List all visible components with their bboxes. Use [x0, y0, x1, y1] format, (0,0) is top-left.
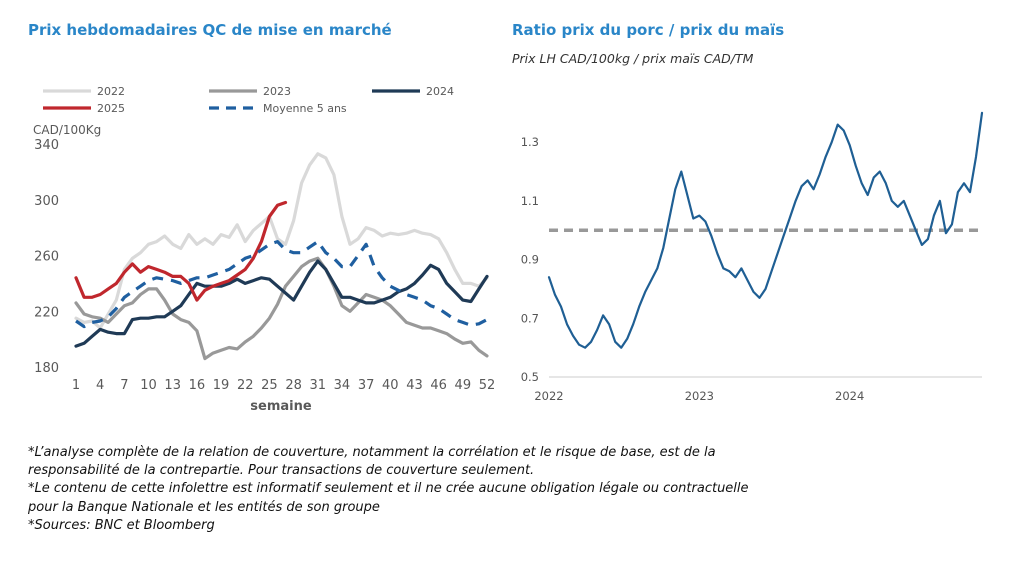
- x-tick-label: 37: [358, 378, 375, 393]
- series-line-moyenne-5-ans: [75, 240, 488, 329]
- left-chart-title: Prix hebdomadaires QC de mise en marché: [28, 21, 392, 39]
- series-line-2023: [74, 256, 489, 361]
- legend-label-2024: 2024: [426, 85, 454, 98]
- footnote-line: *Le contenu de cette infolettre est info…: [28, 481, 749, 497]
- x-axis-label: semaine: [250, 399, 312, 414]
- y-tick-label: 300: [34, 194, 59, 209]
- x-tick-label: 1: [72, 378, 80, 393]
- x-tick-label: 43: [406, 378, 423, 393]
- right-chart: 0.5 0.7 0.9 1.1 1.3 2022 2023 2024: [521, 111, 984, 403]
- legend-label-moyenne-5-ans: Moyenne 5 ans: [263, 102, 347, 115]
- x-tick-label: 46: [430, 378, 447, 393]
- y-tick-label: 1.3: [521, 135, 539, 149]
- series-line-2022: [74, 152, 489, 330]
- y-tick-label: 180: [34, 361, 59, 376]
- legend-label-2023: 2023: [263, 85, 291, 98]
- footnote-line: responsabilité de la contrepartie. Pour …: [28, 463, 535, 479]
- ratio-series-line: [547, 111, 984, 349]
- x-tick-label: 2022: [534, 389, 563, 403]
- x-tick-label: 2023: [685, 389, 714, 403]
- x-tick-label: 28: [285, 378, 302, 393]
- y-axis-label: CAD/100Kg: [33, 123, 101, 137]
- legend-label-2025: 2025: [97, 102, 125, 115]
- x-tick-label: 49: [455, 378, 472, 393]
- left-chart: 180 220 260 300 340 1 4 7 10 13 16 19 22 25 28 31 34 37 40…: [33, 85, 496, 414]
- x-tick-label: 25: [261, 378, 278, 393]
- x-tick-label: 34: [334, 378, 351, 393]
- footnote-line: *L’analyse complète de la relation de co…: [28, 445, 716, 460]
- series-line-2024: [74, 259, 489, 348]
- footnote-line: *Sources: BNC et Bloomberg: [28, 517, 215, 533]
- right-chart-subtitle: Prix LH CAD/100kg / prix maïs CAD/TM: [512, 51, 754, 66]
- legend-label-2022: 2022: [97, 85, 125, 98]
- x-tick-label: 52: [479, 378, 496, 393]
- footnotes: *L’analyse complète de la relation de co…: [28, 444, 988, 535]
- footnote-line: pour la Banque Nationale et les entités …: [28, 499, 380, 515]
- x-tick-label: 13: [164, 378, 181, 393]
- x-tick-label: 7: [120, 378, 128, 393]
- x-tick-label: 4: [96, 378, 104, 393]
- x-tick-label: 22: [237, 378, 254, 393]
- x-tick-label: 31: [309, 378, 326, 393]
- y-tick-label: 340: [34, 138, 59, 153]
- series-line-2025: [74, 200, 288, 302]
- y-tick-label: 260: [34, 250, 59, 265]
- x-tick-label: 40: [382, 378, 399, 393]
- x-tick-label: 10: [140, 378, 157, 393]
- y-tick-label: 0.9: [521, 253, 539, 267]
- y-tick-label: 1.1: [521, 194, 539, 208]
- x-tick-label: 16: [189, 378, 206, 393]
- y-tick-label: 0.5: [521, 370, 539, 384]
- x-tick-label: 19: [213, 378, 230, 393]
- x-tick-label: 2024: [835, 389, 864, 403]
- y-tick-label: 220: [34, 305, 59, 320]
- y-tick-label: 0.7: [521, 311, 539, 325]
- right-chart-title: Ratio prix du porc / prix du maïs: [512, 21, 785, 39]
